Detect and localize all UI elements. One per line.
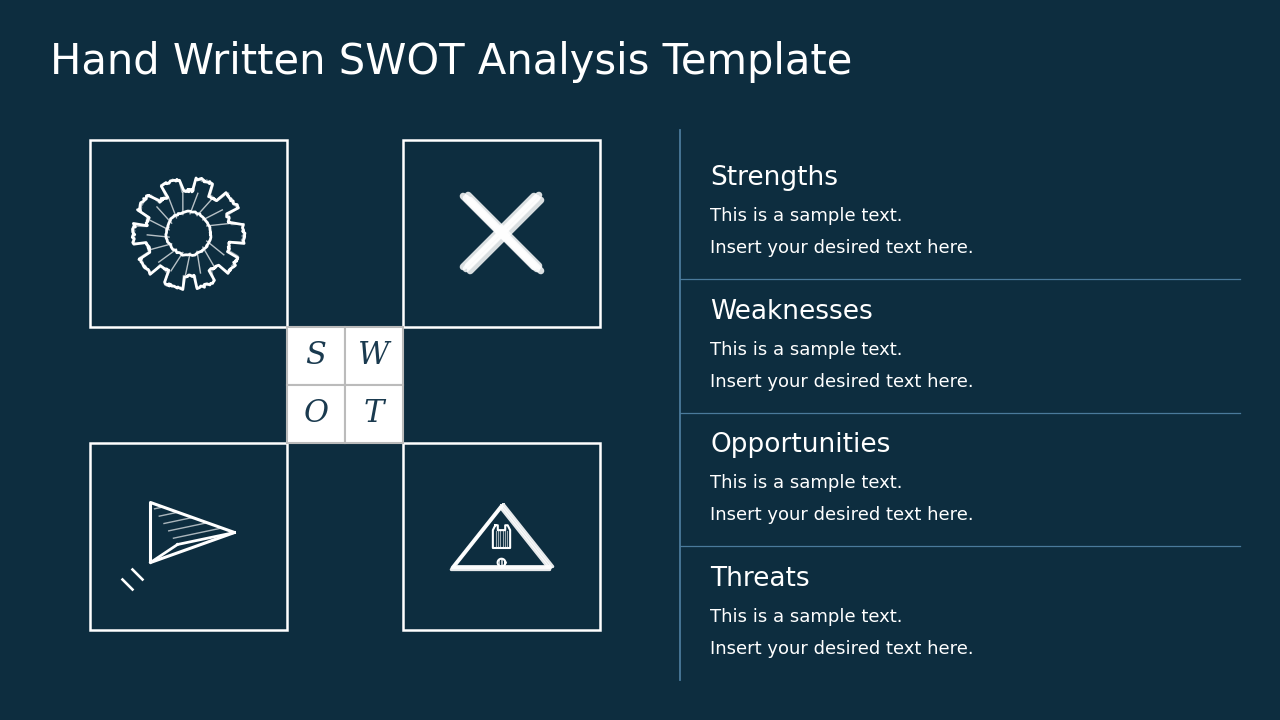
Bar xyxy=(403,140,600,327)
Text: This is a sample text.: This is a sample text. xyxy=(710,608,902,626)
Text: Insert your desired text here.: Insert your desired text here. xyxy=(710,640,974,658)
Text: Hand Written SWOT Analysis Template: Hand Written SWOT Analysis Template xyxy=(50,41,852,83)
Text: Weaknesses: Weaknesses xyxy=(710,299,873,325)
Bar xyxy=(346,385,403,443)
Text: Insert your desired text here.: Insert your desired text here. xyxy=(710,506,974,524)
Text: Insert your desired text here.: Insert your desired text here. xyxy=(710,373,974,391)
Bar xyxy=(90,140,287,327)
Bar xyxy=(287,327,346,385)
Text: This is a sample text.: This is a sample text. xyxy=(710,341,902,359)
Bar xyxy=(346,327,403,385)
Text: Opportunities: Opportunities xyxy=(710,433,891,459)
Text: This is a sample text.: This is a sample text. xyxy=(710,207,902,225)
Text: O: O xyxy=(303,398,329,430)
Bar xyxy=(403,443,600,630)
Text: This is a sample text.: This is a sample text. xyxy=(710,474,902,492)
Text: Strengths: Strengths xyxy=(710,165,838,191)
Text: Insert your desired text here.: Insert your desired text here. xyxy=(710,239,974,257)
Text: S: S xyxy=(306,341,326,372)
Text: T: T xyxy=(364,398,384,430)
Bar xyxy=(90,443,287,630)
Text: W: W xyxy=(358,341,389,372)
Bar xyxy=(287,385,346,443)
Text: Threats: Threats xyxy=(710,566,810,593)
